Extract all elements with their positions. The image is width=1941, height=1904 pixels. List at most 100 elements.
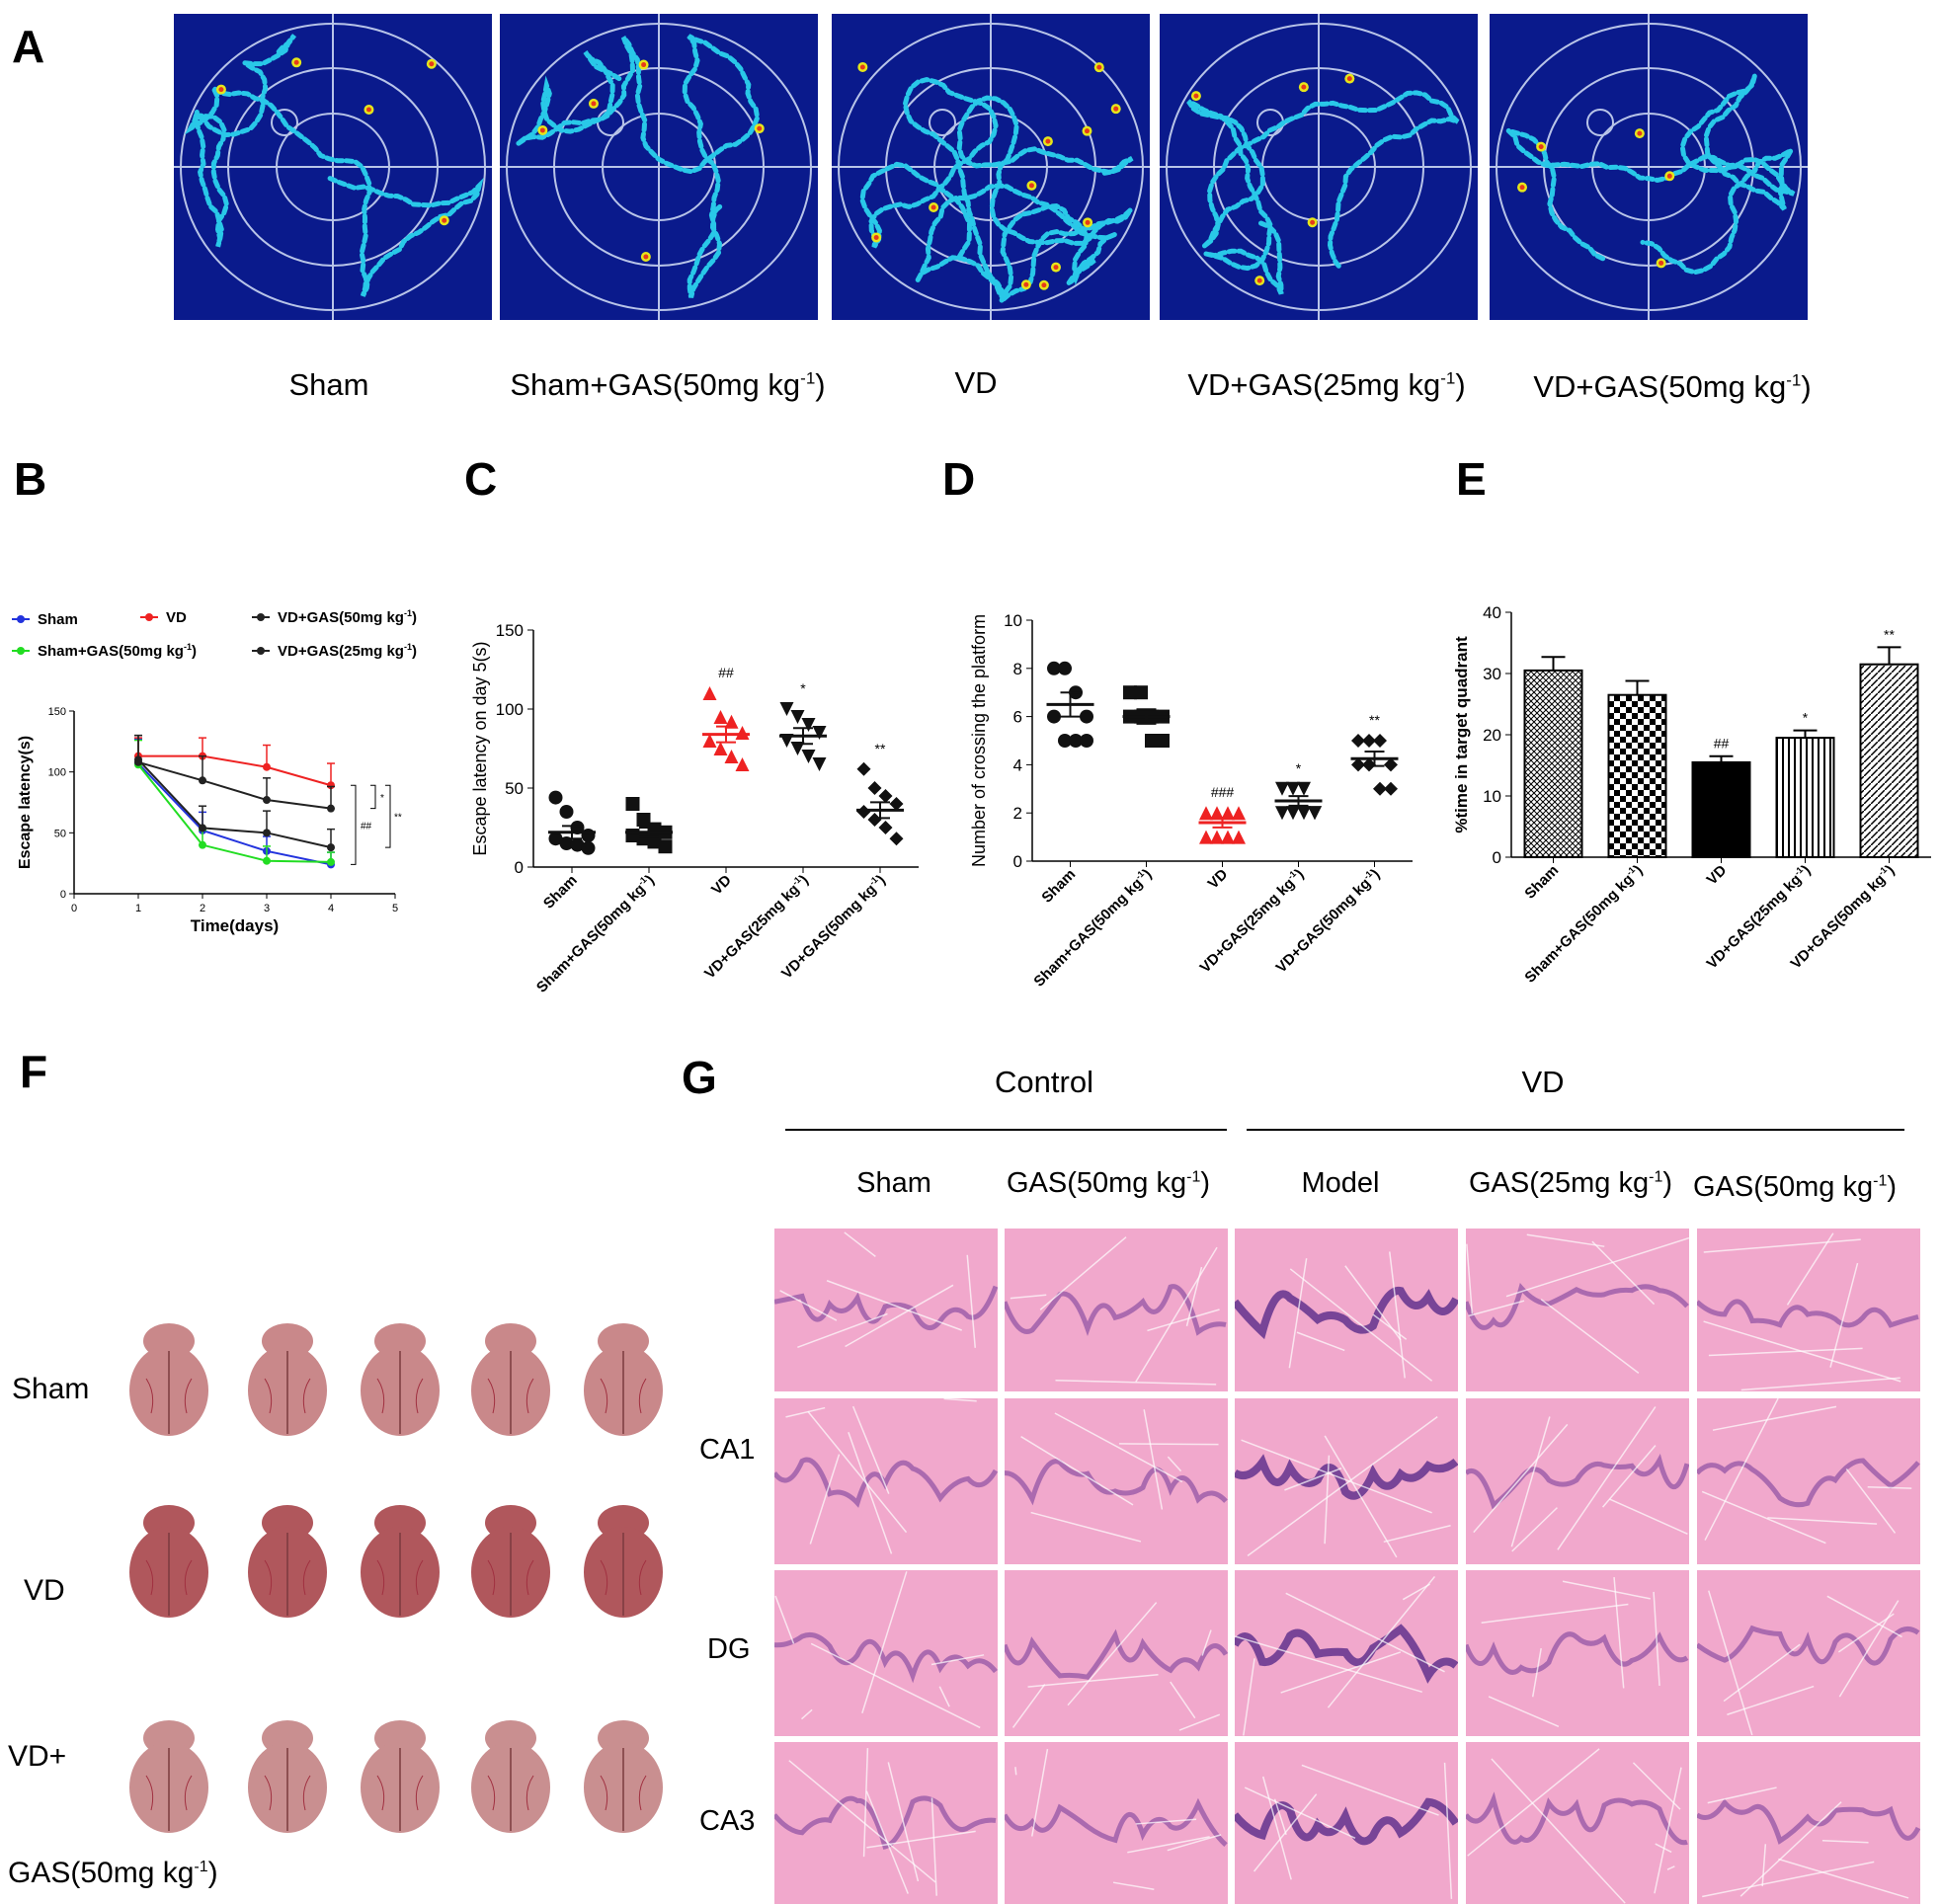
x-tick-label: 1 [135, 903, 141, 914]
data-point [1232, 830, 1246, 844]
legend-label: Sham+GAS(50mg kg-1) [38, 642, 197, 660]
col-text: GAS(25mg kg [1468, 1167, 1650, 1199]
histology-image [1697, 1570, 1920, 1736]
histology-image [1235, 1229, 1458, 1391]
tissue-fiber [1235, 1635, 1422, 1694]
data-point [856, 805, 871, 819]
data-point [702, 734, 717, 748]
histology-image [1466, 1398, 1689, 1564]
col-sup: -1 [1649, 1168, 1663, 1186]
swim-path [1186, 90, 1460, 295]
tissue-fiber [1201, 1629, 1212, 1656]
tissue-fiber [1466, 1243, 1474, 1314]
platform-circle [1586, 109, 1614, 136]
tissue-fiber [1632, 1762, 1681, 1810]
data-point [263, 829, 271, 837]
panel-label-b: B [14, 453, 47, 505]
tissue-fiber [1702, 1861, 1875, 1898]
heat-core [1096, 64, 1102, 70]
row-label-dg: DG [707, 1633, 751, 1665]
tissue-fiber [1011, 1684, 1046, 1728]
tissue-fiber [1014, 1767, 1017, 1776]
brain-vessels [145, 1378, 193, 1414]
cell-layer [1235, 1454, 1458, 1500]
tissue-fiber [1701, 1490, 1826, 1545]
tissue-fiber [1837, 1613, 1895, 1653]
data-point [199, 776, 206, 785]
caption-text: Sham+GAS(50mg kg [510, 367, 801, 402]
tissue-fiber [887, 1762, 920, 1882]
y-tick-label: 10 [1004, 611, 1022, 630]
data-point [1156, 734, 1170, 748]
row-sup: -1 [194, 1859, 208, 1875]
heat-core [1113, 106, 1119, 112]
platform-circle [929, 109, 956, 136]
tissue-fiber [1296, 1331, 1345, 1352]
tissue-fiber [774, 1595, 795, 1644]
heat-core [1346, 76, 1352, 82]
data-point [878, 789, 893, 803]
tissue-fiber [809, 1454, 841, 1545]
tissue-fiber [1654, 1767, 1682, 1894]
heat-core [1045, 138, 1051, 144]
maze-caption-vd-gas25: VD+GAS(25mg kg-1) [1187, 367, 1465, 403]
tissue-fiber [1712, 1405, 1837, 1431]
brain-photo [361, 1720, 440, 1833]
data-point [812, 726, 827, 740]
caption-close: ) [815, 367, 826, 402]
cell-layer [1005, 1284, 1227, 1337]
tissue-fiber [1170, 1681, 1196, 1719]
tissue-fiber [1510, 1416, 1551, 1547]
tissue-fiber [938, 1686, 950, 1707]
col-sup: -1 [1186, 1168, 1201, 1186]
brain-photo [471, 1505, 550, 1618]
label-sup: -1 [404, 608, 412, 618]
tissue-fiber [1740, 1377, 1901, 1391]
tissue-fiber [1609, 1498, 1688, 1535]
data-point [1384, 757, 1398, 772]
tissue-fiber [785, 1406, 826, 1418]
tissue-fiber [779, 1290, 838, 1321]
annotation-dstar: ** [394, 813, 402, 824]
tissue-bg [1697, 1229, 1920, 1391]
maze-caption-sham-gas50: Sham+GAS(50mg kg-1) [510, 367, 825, 403]
significance-mark: ** [1884, 626, 1895, 642]
x-tick-label: 2 [200, 903, 205, 914]
label-close: ) [192, 643, 197, 660]
maze-sham [174, 14, 492, 320]
y-tick-label: 150 [48, 706, 66, 718]
tissue-fiber [1786, 1232, 1834, 1306]
tissue-fiber [1030, 1511, 1142, 1543]
cell-layer [1466, 1454, 1689, 1510]
brain-photo [361, 1505, 440, 1618]
panel-label-a: A [12, 21, 45, 72]
tissue-fiber [807, 1410, 908, 1534]
bar [1775, 737, 1835, 859]
tissue-bg [1466, 1570, 1689, 1736]
brain-row-label-sham: Sham [12, 1373, 90, 1405]
heat-core [591, 101, 597, 107]
y-tick-label: 100 [48, 767, 66, 779]
brain-vessels [264, 1378, 311, 1414]
tissue-fiber [844, 1231, 876, 1257]
data-point [327, 843, 335, 852]
data-point [1373, 734, 1387, 748]
heat-core [1256, 278, 1262, 283]
col-sup: -1 [1873, 1172, 1888, 1190]
tissue-fiber [1481, 1603, 1629, 1624]
y-axis-label: Escape latency(s) [17, 736, 34, 869]
maze-caption-vd: VD [954, 365, 997, 401]
bar [1691, 760, 1751, 858]
line-chart-escape-latency: 0 50 100 150 0 1 2 3 4 5 Time(days) Escape latency(… [12, 608, 417, 935]
brain-vessels [376, 1775, 424, 1811]
maze-caption-sham: Sham [289, 367, 369, 403]
heat-core [757, 125, 763, 131]
significance-mark: * [1296, 760, 1302, 776]
tissue-fiber [1708, 1347, 1863, 1357]
tissue-fiber [1727, 1685, 1815, 1715]
data-point [1210, 830, 1224, 844]
y-axis-label: Number of crossing the platform [969, 614, 989, 867]
col-label-gas50: GAS(50mg kg-1) [1007, 1167, 1210, 1200]
data-point [1275, 781, 1289, 796]
